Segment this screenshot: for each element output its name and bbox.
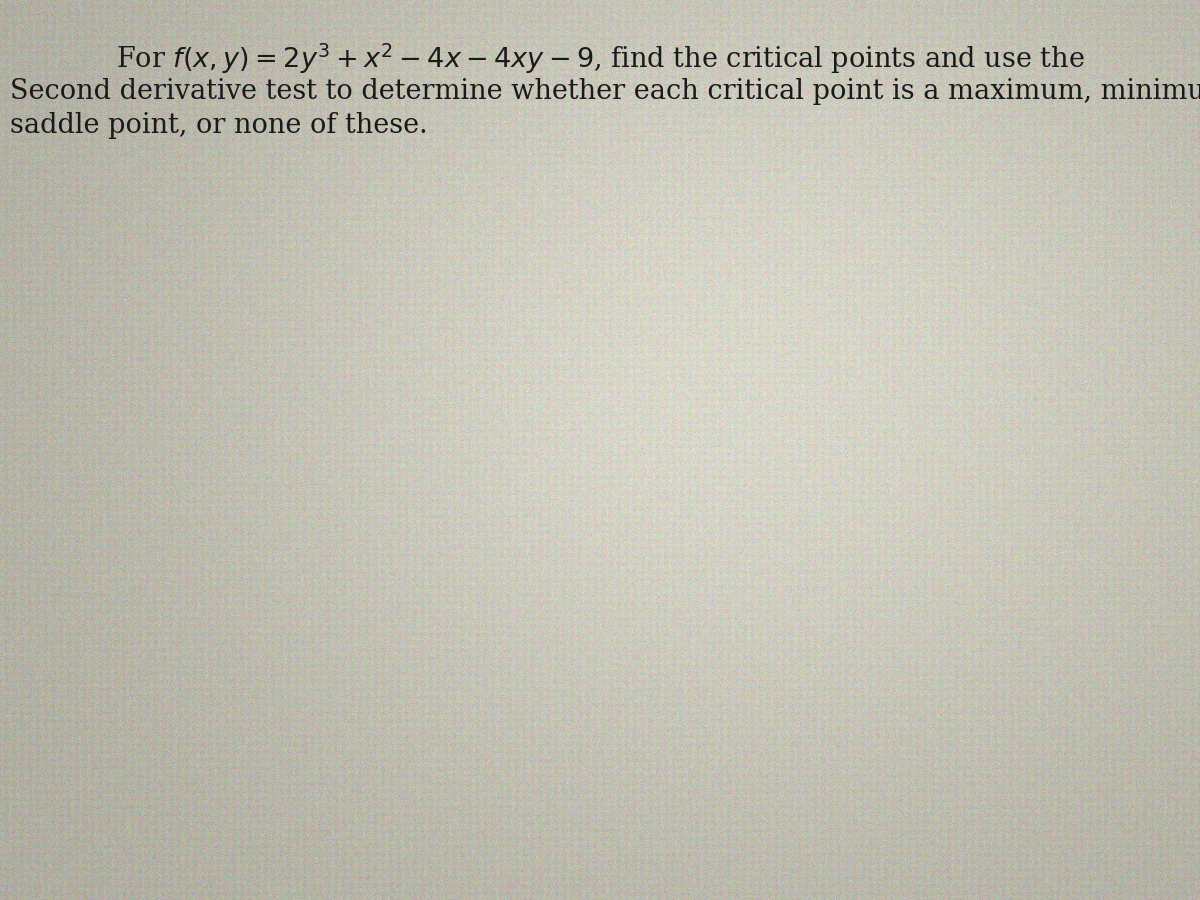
- Text: For $f(x,y) = 2y^3 + x^2 - 4x - 4xy - 9$, find the critical points and use the: For $f(x,y) = 2y^3 + x^2 - 4x - 4xy - 9$…: [115, 42, 1085, 76]
- Text: saddle point, or none of these.: saddle point, or none of these.: [10, 112, 427, 139]
- Text: Second derivative test to determine whether each critical point is a maximum, mi: Second derivative test to determine whet…: [10, 78, 1200, 105]
